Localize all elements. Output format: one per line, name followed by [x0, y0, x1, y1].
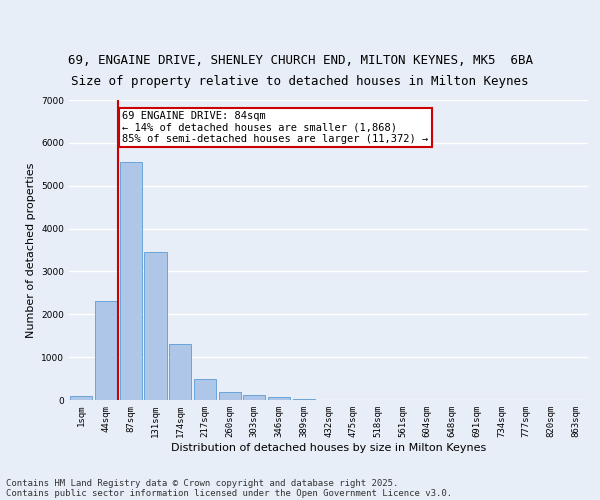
Bar — [218, 392, 241, 400]
Bar — [169, 344, 191, 400]
Bar — [119, 162, 142, 400]
Bar — [268, 397, 290, 400]
Bar — [194, 378, 216, 400]
Text: Size of property relative to detached houses in Milton Keynes: Size of property relative to detached ho… — [71, 74, 529, 88]
Bar — [243, 394, 265, 400]
Bar — [145, 252, 167, 400]
Bar — [95, 302, 117, 400]
Text: 69 ENGAINE DRIVE: 84sqm
← 14% of detached houses are smaller (1,868)
85% of semi: 69 ENGAINE DRIVE: 84sqm ← 14% of detache… — [122, 110, 428, 144]
Bar — [70, 396, 92, 400]
Bar — [293, 399, 315, 400]
X-axis label: Distribution of detached houses by size in Milton Keynes: Distribution of detached houses by size … — [171, 442, 486, 452]
Text: 69, ENGAINE DRIVE, SHENLEY CHURCH END, MILTON KEYNES, MK5  6BA: 69, ENGAINE DRIVE, SHENLEY CHURCH END, M… — [67, 54, 533, 68]
Text: Contains HM Land Registry data © Crown copyright and database right 2025.: Contains HM Land Registry data © Crown c… — [6, 478, 398, 488]
Text: Contains public sector information licensed under the Open Government Licence v3: Contains public sector information licen… — [6, 488, 452, 498]
Y-axis label: Number of detached properties: Number of detached properties — [26, 162, 35, 338]
